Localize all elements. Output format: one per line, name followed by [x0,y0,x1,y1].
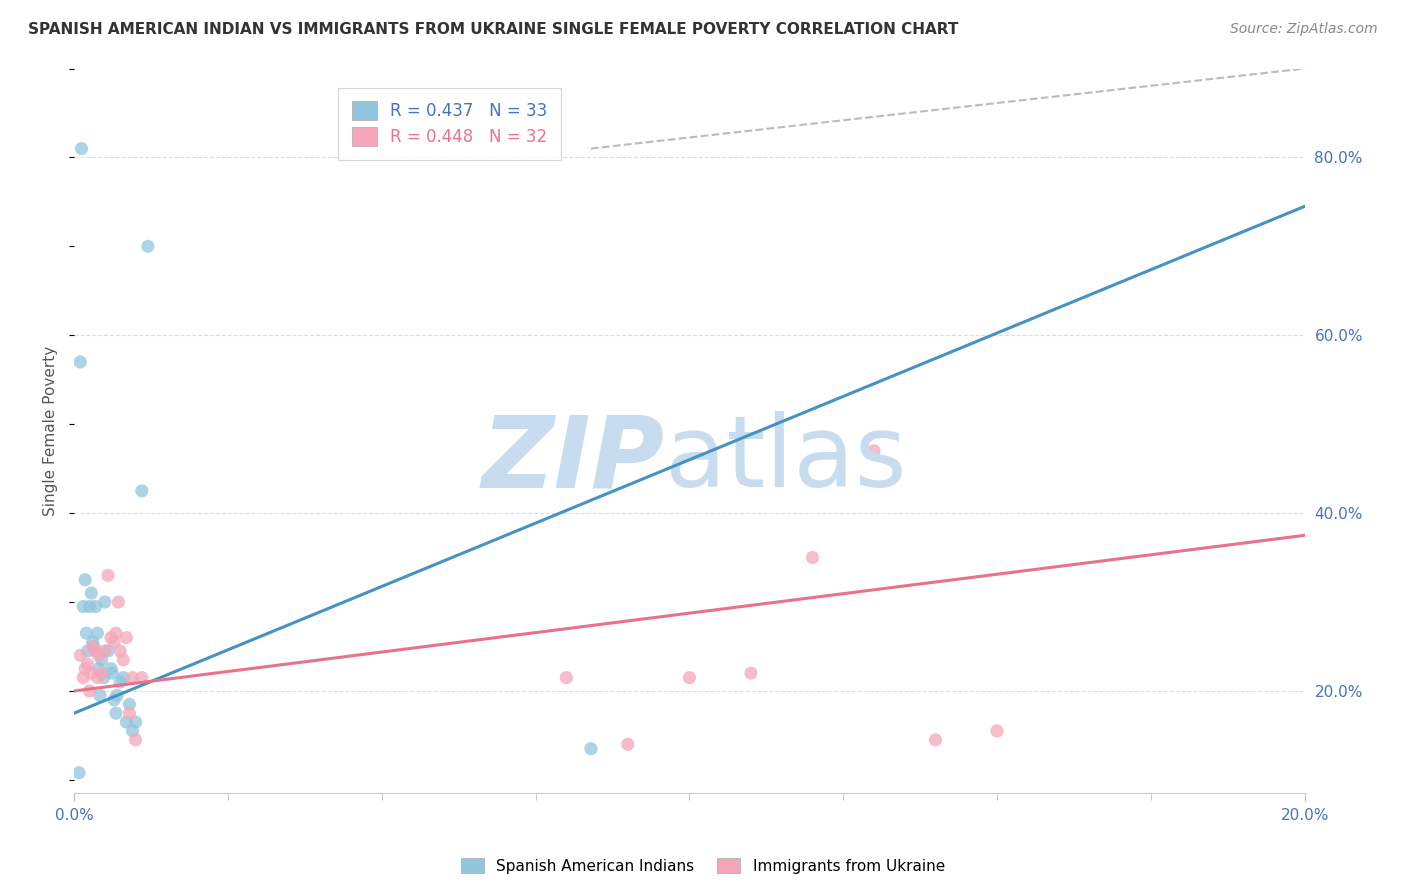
Point [79,599,101,614]
Text: atlas: atlas [665,411,907,508]
Point [124,714,146,729]
Point [105,689,128,703]
Point [100,631,122,645]
Point [83,640,105,654]
Point [110,644,132,658]
Point [97,568,120,582]
Point [115,714,138,729]
Point [82,635,104,649]
Point [76,657,98,672]
Point [69,355,91,369]
Point [80,666,103,681]
Point [118,698,141,712]
Text: SPANISH AMERICAN INDIAN VS IMMIGRANTS FROM UKRAINE SINGLE FEMALE POVERTY CORRELA: SPANISH AMERICAN INDIAN VS IMMIGRANTS FR… [28,22,959,37]
Point [75,662,97,676]
Point [136,239,159,253]
Point [82,640,104,654]
Point [555,671,578,685]
Point [986,723,1008,738]
Point [94,644,117,658]
Point [86,671,108,685]
Point [740,666,762,681]
Point [579,741,602,756]
Point [84,644,107,658]
Point [90,653,112,667]
Point [863,443,886,458]
Point [121,671,143,685]
Legend: R = 0.437   N = 33, R = 0.448   N = 32: R = 0.437 N = 33, R = 0.448 N = 32 [339,87,561,160]
Point [104,706,127,721]
Point [90,666,112,681]
Text: ZIP: ZIP [482,411,665,508]
Point [70,142,93,156]
Point [104,626,127,640]
Point [76,644,98,658]
Point [617,737,640,751]
Point [110,675,132,690]
Point [112,671,135,685]
Point [112,653,135,667]
Point [124,732,146,747]
Point [97,644,120,658]
Point [100,662,122,676]
Point [118,706,141,721]
Point [69,648,91,663]
Point [72,599,94,614]
Point [84,599,107,614]
Point [678,671,700,685]
Point [75,573,97,587]
Point [115,631,138,645]
Point [101,666,124,681]
Point [72,671,94,685]
Point [80,586,103,600]
Point [93,671,115,685]
Y-axis label: Single Female Poverty: Single Female Poverty [44,346,58,516]
Point [103,635,125,649]
Point [131,671,153,685]
Point [801,550,824,565]
Point [121,723,143,738]
Point [89,689,111,703]
Point [103,693,125,707]
Point [86,626,108,640]
Point [924,732,946,747]
Point [87,648,110,663]
Legend: Spanish American Indians, Immigrants from Ukraine: Spanish American Indians, Immigrants fro… [456,852,950,880]
Point [67,765,90,780]
Point [75,626,97,640]
Point [79,684,101,698]
Point [131,483,153,498]
Point [87,662,110,676]
Point [94,595,117,609]
Text: Source: ZipAtlas.com: Source: ZipAtlas.com [1230,22,1378,37]
Point [107,595,129,609]
